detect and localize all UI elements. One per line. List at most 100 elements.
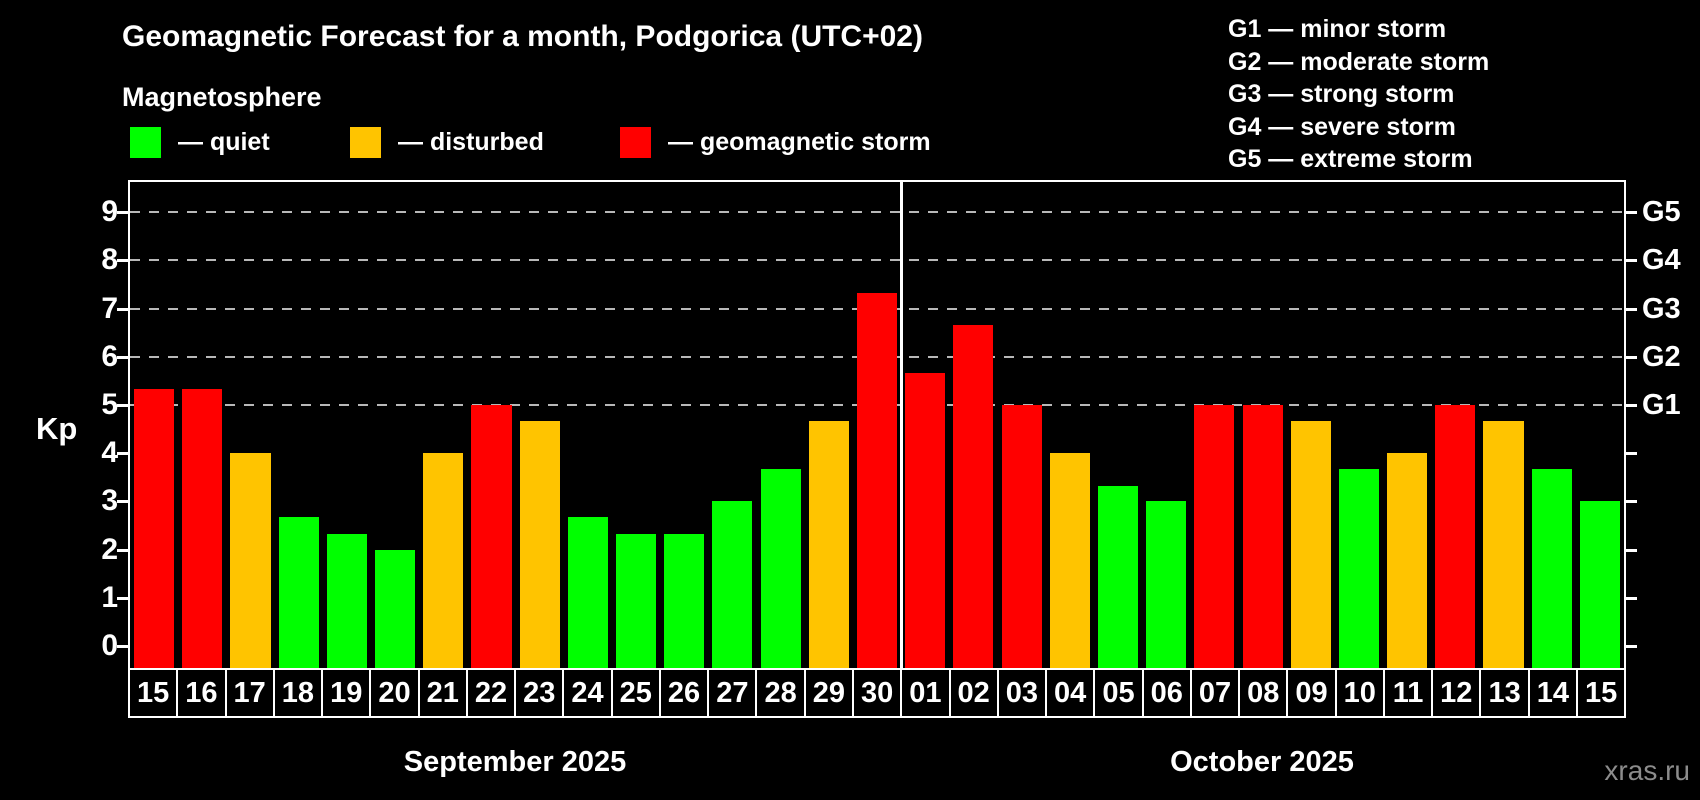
x-tick-label: 19 bbox=[323, 670, 372, 716]
bar-oct-09 bbox=[1290, 420, 1331, 668]
bar-oct-06 bbox=[1146, 501, 1187, 668]
x-tick-label: 10 bbox=[1337, 670, 1385, 716]
bar-sep-30 bbox=[856, 292, 898, 668]
quiet-color-swatch bbox=[130, 126, 161, 158]
g-level-label-g3: G3 bbox=[1642, 292, 1681, 325]
bar-sep-22 bbox=[471, 405, 512, 668]
x-tick-label: 26 bbox=[661, 670, 710, 716]
disturbed-color-swatch bbox=[350, 126, 381, 158]
x-tick-label: 25 bbox=[613, 670, 661, 716]
right-axis-tick bbox=[1626, 259, 1637, 263]
x-tick-label: 30 bbox=[854, 670, 903, 716]
x-tick-label: 20 bbox=[371, 670, 420, 716]
bar-oct-07 bbox=[1194, 405, 1235, 668]
right-axis-tick bbox=[1626, 596, 1637, 600]
x-tick-label: 23 bbox=[516, 670, 565, 716]
gridline-kp9 bbox=[130, 211, 1624, 214]
y-tick-label-3: 3 bbox=[101, 484, 118, 518]
x-axis-label-row: 15 16 17 18 19 20 21 22 23 24 25 26 27 28 29 30 01 02 03 04… bbox=[128, 668, 1626, 718]
y-tick-label-8: 8 bbox=[101, 243, 118, 277]
bar-oct-10 bbox=[1338, 469, 1379, 668]
g-scale-legend: G1 — minor storm G2 — moderate storm G3 … bbox=[1228, 13, 1489, 176]
month-separator-line bbox=[899, 182, 903, 668]
legend-item-quiet: — quiet bbox=[130, 126, 270, 158]
bar-sep-27 bbox=[712, 501, 753, 668]
x-tick-label: 08 bbox=[1240, 670, 1289, 716]
x-tick-label: 14 bbox=[1530, 670, 1578, 716]
left-axis-tick bbox=[117, 355, 128, 359]
bar-oct-11 bbox=[1387, 453, 1428, 668]
x-tick-label: 12 bbox=[1433, 670, 1482, 716]
bar-oct-15 bbox=[1579, 501, 1620, 668]
bar-oct-12 bbox=[1435, 405, 1476, 668]
left-axis-tick bbox=[117, 548, 128, 552]
left-axis-tick bbox=[117, 500, 128, 504]
x-tick-label: 05 bbox=[1095, 670, 1144, 716]
x-tick-label: 17 bbox=[227, 670, 275, 716]
legend-label-quiet: — quiet bbox=[178, 127, 270, 156]
legend-label-storm: — geomagnetic storm bbox=[668, 127, 931, 156]
left-axis-tick bbox=[117, 645, 128, 648]
watermark: xras.ru bbox=[1604, 755, 1690, 786]
bar-sep-29 bbox=[808, 420, 849, 668]
bar-sep-28 bbox=[760, 469, 801, 668]
x-tick-label: 01 bbox=[902, 670, 951, 716]
y-tick-label-7: 7 bbox=[101, 291, 118, 325]
g4-definition: G4 — severe storm bbox=[1228, 112, 1456, 141]
right-axis-tick bbox=[1626, 355, 1637, 359]
right-axis-tick bbox=[1626, 452, 1637, 456]
bar-oct-13 bbox=[1483, 420, 1524, 668]
month-label-september: September 2025 bbox=[403, 746, 627, 778]
bar-sep-15 bbox=[134, 389, 175, 668]
g3-definition: G3 — strong storm bbox=[1228, 80, 1455, 108]
x-tick-label: 15 bbox=[1584, 676, 1618, 709]
g-level-label-g2: G2 bbox=[1642, 340, 1681, 373]
left-axis-tick bbox=[117, 452, 128, 456]
right-axis-tick bbox=[1626, 211, 1637, 215]
x-tick-label: 11 bbox=[1385, 670, 1434, 716]
left-axis-tick bbox=[117, 307, 128, 311]
bar-oct-03 bbox=[1001, 405, 1042, 668]
legend-item-disturbed: — disturbed bbox=[350, 126, 544, 158]
storm-color-swatch bbox=[620, 126, 651, 158]
x-tick-label: 28 bbox=[757, 670, 806, 716]
x-tick-label: 09 bbox=[1288, 670, 1337, 716]
bar-sep-19 bbox=[326, 533, 367, 668]
x-tick-label: 02 bbox=[951, 670, 999, 716]
left-axis-tick bbox=[117, 596, 128, 600]
x-tick-label: 29 bbox=[806, 670, 854, 716]
bar-sep-25 bbox=[615, 533, 657, 668]
x-tick-label: 27 bbox=[709, 670, 758, 716]
left-axis-tick bbox=[117, 211, 128, 215]
g2-definition: G2 — moderate storm bbox=[1228, 47, 1490, 76]
bar-sep-23 bbox=[519, 420, 560, 668]
x-tick-label: 18 bbox=[275, 670, 324, 716]
bar-sep-20 bbox=[375, 549, 416, 668]
y-tick-label-9: 9 bbox=[101, 195, 118, 229]
bar-oct-01 bbox=[905, 372, 946, 668]
right-axis-tick bbox=[1626, 645, 1637, 648]
magnetosphere-subtitle: Magnetosphere bbox=[122, 82, 322, 112]
x-tick-label: 24 bbox=[564, 670, 613, 716]
left-axis-tick bbox=[117, 404, 128, 407]
bar-oct-14 bbox=[1531, 469, 1572, 668]
y-tick-label-4: 4 bbox=[101, 436, 118, 470]
right-axis-tick bbox=[1626, 404, 1637, 407]
bar-sep-16 bbox=[182, 389, 223, 668]
legend-label-disturbed: — disturbed bbox=[398, 127, 544, 156]
y-tick-label-6: 6 bbox=[101, 339, 118, 373]
right-axis-tick bbox=[1626, 500, 1637, 504]
g-level-label-g1: G1 bbox=[1642, 389, 1681, 421]
x-tick-label: 06 bbox=[1144, 670, 1192, 716]
bar-sep-18 bbox=[278, 517, 319, 668]
x-tick-label: 04 bbox=[1047, 670, 1096, 716]
y-axis-title: Kp bbox=[36, 411, 78, 446]
bar-oct-02 bbox=[953, 324, 994, 668]
x-tick-label: 22 bbox=[468, 670, 517, 716]
x-tick-label: 15 bbox=[130, 670, 179, 716]
y-tick-label-5: 5 bbox=[101, 388, 118, 421]
g-level-label-g5: G5 bbox=[1642, 196, 1681, 229]
legend-item-storm: — geomagnetic storm bbox=[620, 126, 931, 158]
right-axis-tick bbox=[1626, 548, 1637, 552]
bar-sep-21 bbox=[423, 453, 464, 668]
